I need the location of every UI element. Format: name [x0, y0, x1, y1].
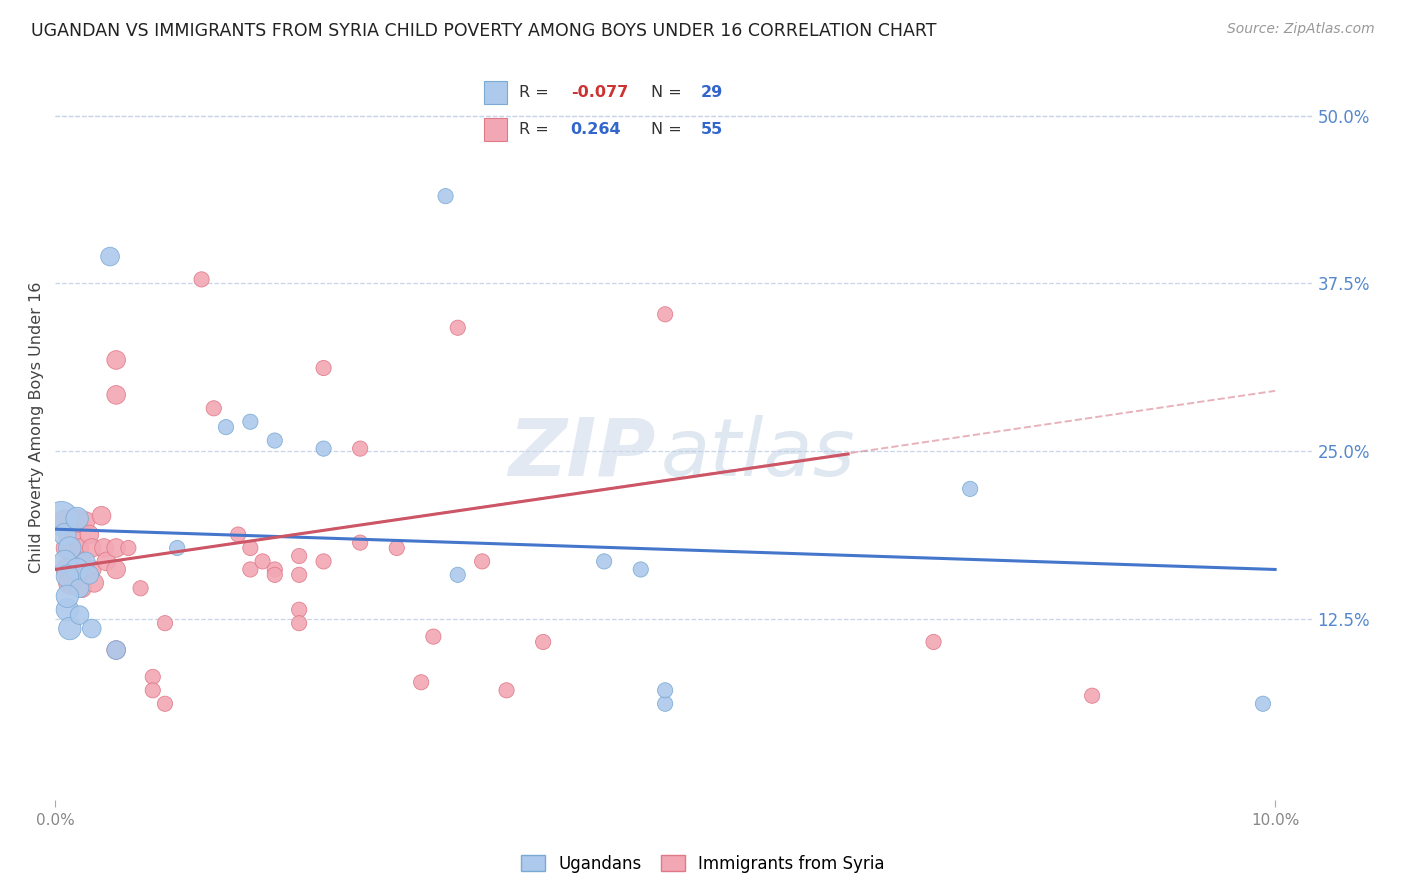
Text: UGANDAN VS IMMIGRANTS FROM SYRIA CHILD POVERTY AMONG BOYS UNDER 16 CORRELATION C: UGANDAN VS IMMIGRANTS FROM SYRIA CHILD P… — [31, 22, 936, 40]
Point — [252, 554, 274, 568]
Point — [56, 541, 79, 555]
Point — [239, 415, 262, 429]
Point — [70, 581, 93, 595]
Text: atlas: atlas — [661, 415, 856, 493]
Point — [56, 603, 79, 617]
Point — [312, 442, 335, 456]
Point — [190, 272, 212, 286]
Point — [447, 567, 470, 582]
Point — [349, 535, 371, 549]
Point — [288, 616, 311, 631]
Point — [69, 541, 91, 555]
Point — [83, 575, 105, 590]
Point — [922, 635, 945, 649]
Point — [166, 541, 188, 555]
Point — [1251, 697, 1274, 711]
Legend: Ugandans, Immigrants from Syria: Ugandans, Immigrants from Syria — [515, 848, 891, 880]
Point — [96, 554, 118, 568]
Point — [312, 554, 335, 568]
Point — [654, 683, 676, 698]
Point — [239, 562, 262, 576]
Point — [79, 527, 101, 541]
Point — [215, 420, 238, 434]
Point — [105, 388, 128, 402]
Point — [56, 590, 79, 604]
Point — [93, 541, 115, 555]
Point — [66, 511, 89, 525]
Point — [654, 307, 676, 321]
Point — [69, 581, 91, 595]
Point — [263, 562, 285, 576]
Point — [959, 482, 981, 496]
Point — [51, 511, 73, 525]
Point — [105, 643, 128, 657]
Point — [105, 562, 128, 576]
Point — [202, 401, 225, 416]
Point — [80, 541, 103, 555]
Point — [56, 569, 79, 583]
Point — [422, 630, 444, 644]
Point — [288, 567, 311, 582]
Point — [654, 697, 676, 711]
Point — [59, 527, 82, 541]
Point — [142, 670, 165, 684]
Point — [447, 320, 470, 334]
Point — [153, 697, 176, 711]
Point — [79, 567, 101, 582]
Point — [59, 541, 82, 555]
Point — [69, 608, 91, 623]
Point — [153, 616, 176, 631]
Point — [80, 562, 103, 576]
Point — [53, 514, 76, 528]
Point — [80, 622, 103, 636]
Point — [105, 353, 128, 368]
Text: Source: ZipAtlas.com: Source: ZipAtlas.com — [1227, 22, 1375, 37]
Point — [69, 567, 91, 582]
Point — [70, 554, 93, 568]
Point — [263, 567, 285, 582]
Point — [471, 554, 494, 568]
Point — [434, 189, 457, 203]
Point — [288, 603, 311, 617]
Point — [59, 575, 82, 590]
Point — [129, 581, 152, 595]
Point — [630, 562, 652, 576]
Point — [349, 442, 371, 456]
Y-axis label: Child Poverty Among Boys Under 16: Child Poverty Among Boys Under 16 — [30, 282, 44, 574]
Text: ZIP: ZIP — [509, 415, 655, 493]
Point — [56, 562, 79, 576]
Point — [59, 622, 82, 636]
Point — [98, 250, 121, 264]
Point — [117, 541, 139, 555]
Point — [1081, 689, 1104, 703]
Point — [66, 514, 89, 528]
Point — [53, 527, 76, 541]
Point — [531, 635, 554, 649]
Point — [385, 541, 408, 555]
Point — [53, 554, 76, 568]
Point — [75, 554, 97, 568]
Point — [105, 541, 128, 555]
Point — [105, 643, 128, 657]
Point — [226, 527, 249, 541]
Point — [239, 541, 262, 555]
Point — [312, 361, 335, 376]
Point — [90, 508, 112, 523]
Point — [495, 683, 517, 698]
Point — [263, 434, 285, 448]
Point — [593, 554, 616, 568]
Point — [75, 514, 97, 528]
Point — [288, 549, 311, 563]
Point — [66, 562, 89, 576]
Point — [411, 675, 433, 690]
Point — [142, 683, 165, 698]
